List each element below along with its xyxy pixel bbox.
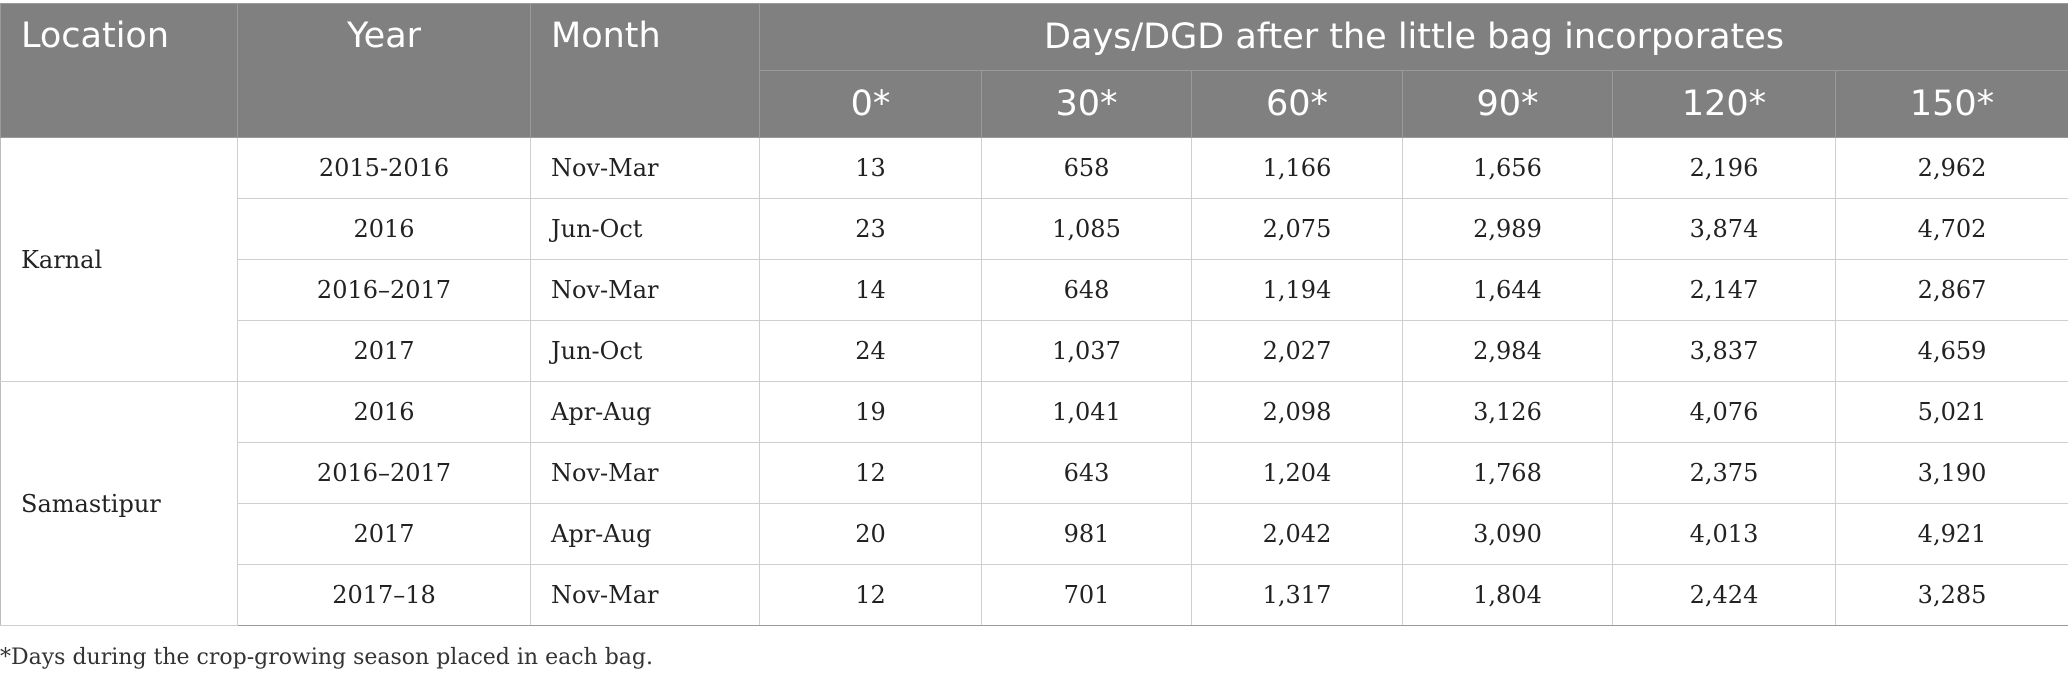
- value-cell: 20: [759, 503, 982, 565]
- value-cell: 3,126: [1402, 381, 1613, 443]
- header-location: Location: [0, 3, 238, 138]
- value-cell: 14: [759, 259, 982, 321]
- month-cell: Apr-Aug: [530, 503, 760, 565]
- value-cell: 1,037: [981, 320, 1192, 382]
- value-cell: 24: [759, 320, 982, 382]
- value-cell: 19: [759, 381, 982, 443]
- value-cell: 1,656: [1402, 137, 1613, 199]
- year-cell: 2016–2017: [237, 259, 531, 321]
- value-cell: 2,867: [1834, 259, 2068, 321]
- header-days-group: Days/DGD after the little bag incorporat…: [758, 3, 2068, 71]
- table-row: Samastipur 2016 Apr-Aug 19 1,041 2,098 3…: [0, 381, 2068, 626]
- value-cell: 3,874: [1612, 198, 1836, 260]
- value-cell: 2,375: [1612, 442, 1836, 504]
- year-cell: 2016–2017: [237, 442, 531, 504]
- table-row: 2017–18 Nov-Mar 12 701 1,317 1,804 2,424…: [1, 564, 2068, 626]
- year-cell: 2016: [237, 198, 531, 260]
- value-cell: 2,962: [1834, 137, 2068, 199]
- value-cell: 2,147: [1612, 259, 1836, 321]
- header-subrow: 0* 30* 60* 90* 120* 150*: [1, 70, 2068, 138]
- value-cell: 1,041: [981, 381, 1192, 443]
- location-cell: Karnal: [0, 137, 238, 382]
- header-day: 0*: [759, 70, 982, 138]
- value-cell: 3,190: [1834, 442, 2068, 504]
- month-cell: Nov-Mar: [530, 564, 760, 626]
- value-cell: 648: [981, 259, 1192, 321]
- value-cell: 4,659: [1834, 320, 2068, 382]
- month-cell: Jun-Oct: [530, 198, 760, 260]
- value-cell: 3,285: [1834, 564, 2068, 626]
- value-cell: 701: [981, 564, 1192, 626]
- value-cell: 2,098: [1191, 381, 1403, 443]
- table-footnote: *Days during the crop-growing season pla…: [0, 645, 653, 670]
- table-container: Location Year Month Days/DGD after the l…: [0, 3, 2068, 626]
- value-cell: 12: [759, 442, 982, 504]
- year-cell: 2017–18: [237, 564, 531, 626]
- value-cell: 1,085: [981, 198, 1192, 260]
- value-cell: 981: [981, 503, 1192, 565]
- value-cell: 1,204: [1191, 442, 1403, 504]
- value-cell: 12: [759, 564, 982, 626]
- year-cell: 2017: [237, 320, 531, 382]
- table-row: 2016–2017 Nov-Mar 14 648 1,194 1,644 2,1…: [1, 259, 2068, 321]
- value-cell: 5,021: [1834, 381, 2068, 443]
- table-body: Karnal 2015-2016 Nov-Mar 13 658 1,166 1,…: [0, 137, 2068, 626]
- value-cell: 1,644: [1402, 259, 1613, 321]
- header-day: 120*: [1612, 70, 1836, 138]
- value-cell: 2,027: [1191, 320, 1403, 382]
- value-cell: 2,984: [1402, 320, 1613, 382]
- value-cell: 2,042: [1191, 503, 1403, 565]
- value-cell: 2,075: [1191, 198, 1403, 260]
- data-table: Location Year Month Days/DGD after the l…: [0, 3, 2068, 626]
- table-row: 2017 Jun-Oct 24 1,037 2,027 2,984 3,837 …: [1, 320, 2068, 382]
- month-cell: Nov-Mar: [530, 442, 760, 504]
- value-cell: 2,989: [1402, 198, 1613, 260]
- value-cell: 13: [759, 137, 982, 199]
- header-row: Location Year Month Days/DGD after the l…: [0, 3, 2068, 138]
- value-cell: 1,194: [1191, 259, 1403, 321]
- table-header: Location Year Month Days/DGD after the l…: [0, 3, 2068, 138]
- header-day: 30*: [981, 70, 1192, 138]
- value-cell: 2,424: [1612, 564, 1836, 626]
- header-month: Month: [530, 3, 760, 138]
- value-cell: 1,317: [1191, 564, 1403, 626]
- value-cell: 4,702: [1834, 198, 2068, 260]
- value-cell: 23: [759, 198, 982, 260]
- table-row: 2016–2017 Nov-Mar 12 643 1,204 1,768 2,3…: [1, 442, 2068, 504]
- value-cell: 3,837: [1612, 320, 1836, 382]
- value-cell: 4,013: [1612, 503, 1836, 565]
- header-day: 60*: [1191, 70, 1403, 138]
- year-cell: 2017: [237, 503, 531, 565]
- month-cell: Nov-Mar: [530, 137, 760, 199]
- month-cell: Nov-Mar: [530, 259, 760, 321]
- header-year: Year: [237, 3, 531, 138]
- value-cell: 4,921: [1834, 503, 2068, 565]
- year-cell: 2015-2016: [237, 137, 531, 199]
- value-cell: 1,768: [1402, 442, 1613, 504]
- location-cell: Samastipur: [0, 381, 238, 626]
- value-cell: 658: [981, 137, 1192, 199]
- value-cell: 1,804: [1402, 564, 1613, 626]
- month-cell: Jun-Oct: [530, 320, 760, 382]
- value-cell: 2,196: [1612, 137, 1836, 199]
- year-cell: 2016: [237, 381, 531, 443]
- value-cell: 3,090: [1402, 503, 1613, 565]
- table-row: Karnal 2015-2016 Nov-Mar 13 658 1,166 1,…: [0, 137, 2068, 382]
- header-day: 150*: [1834, 70, 2068, 138]
- value-cell: 4,076: [1612, 381, 1836, 443]
- value-cell: 643: [981, 442, 1192, 504]
- header-day: 90*: [1402, 70, 1613, 138]
- table-row: 2017 Apr-Aug 20 981 2,042 3,090 4,013 4,…: [1, 503, 2068, 565]
- value-cell: 1,166: [1191, 137, 1403, 199]
- month-cell: Apr-Aug: [530, 381, 760, 443]
- table-row: 2016 Jun-Oct 23 1,085 2,075 2,989 3,874 …: [1, 198, 2068, 260]
